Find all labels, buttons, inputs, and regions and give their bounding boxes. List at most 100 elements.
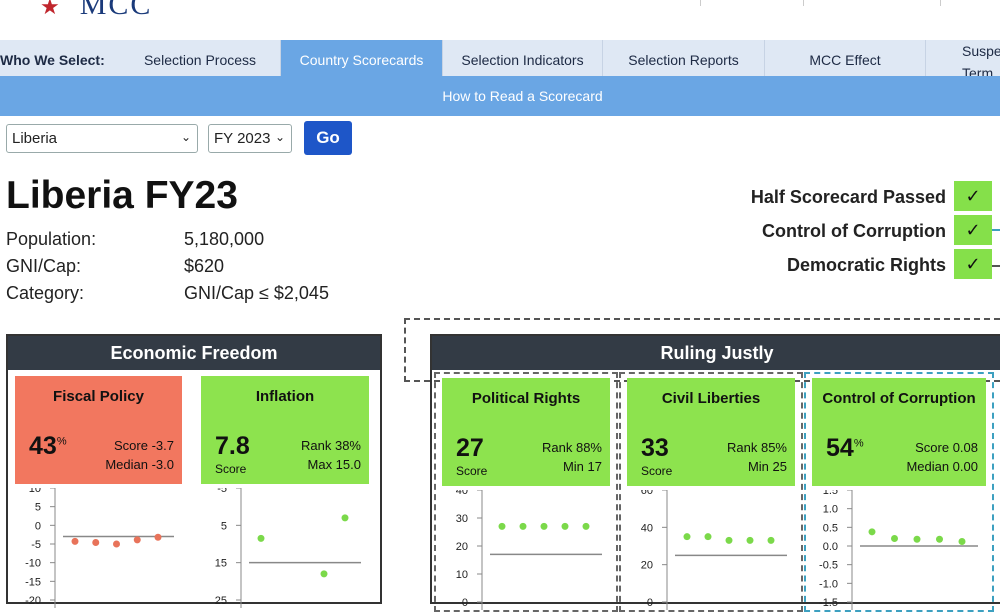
indicator-card[interactable]: Control of Corruption 54% Score 0.08 Median…: [812, 378, 986, 486]
data-point[interactable]: [113, 540, 120, 548]
indicator-stat-2: Min 25: [747, 459, 787, 474]
star-icon: ★: [40, 0, 62, 19]
tick-label: 15: [215, 558, 227, 570]
country-select[interactable]: Liberia ⌄: [6, 124, 198, 153]
go-button[interactable]: Go: [304, 121, 352, 155]
tick-label: 0.5: [823, 522, 838, 534]
indicator-card[interactable]: Fiscal Policy 43% Score -3.7 Median -3.0: [15, 376, 182, 484]
tick-label: -20: [25, 595, 41, 607]
tick-label: 5: [35, 502, 41, 514]
score-label: Score: [215, 462, 247, 476]
header-divider: [700, 0, 701, 6]
country-facts: Population: 5,180,000 GNI/Cap: $620 Catego…: [6, 229, 329, 310]
data-point[interactable]: [133, 536, 141, 544]
tick-label: -5: [31, 539, 41, 551]
header-divider: [803, 0, 804, 6]
tick-label: 0: [35, 520, 41, 532]
tick-label: 0.0: [823, 541, 838, 553]
indicator-name: Political Rights: [471, 390, 581, 407]
data-point[interactable]: [320, 570, 328, 578]
data-point[interactable]: [582, 522, 590, 530]
score-label: Score: [456, 464, 488, 478]
data-point[interactable]: [767, 536, 775, 544]
tick-label: 30: [456, 513, 468, 525]
connector-line: [992, 265, 1000, 267]
how-to-read-link[interactable]: How to Read a Scorecard: [442, 88, 603, 104]
indicator-name: Control of Corruption: [822, 390, 976, 407]
data-point[interactable]: [891, 535, 898, 543]
data-point[interactable]: [936, 535, 943, 543]
indicator-trend-chart: 40 30 20 10 0: [456, 490, 602, 610]
tick-label: 1.0: [823, 504, 838, 516]
tick-label: -1.5: [819, 597, 838, 609]
indicator-trend-chart: 1.5 1.0 0.5 0.0 -0.5 -1.0 -1.5: [819, 490, 978, 610]
data-point[interactable]: [561, 522, 569, 530]
tick-label: 60: [641, 490, 653, 497]
tick-label: 20: [641, 560, 653, 572]
indicator-name: Inflation: [255, 388, 315, 405]
indicator-name: Fiscal Policy: [53, 388, 144, 405]
indicator-civil-liberties[interactable]: Civil Liberties 33 Score Rank 85% Min 25 60 40…: [619, 372, 803, 612]
data-point[interactable]: [154, 533, 162, 541]
tab-country-scorecards[interactable]: Country Scorecards: [281, 40, 443, 76]
check-half-scorecard: Half Scorecard Passed ✓: [692, 180, 992, 214]
checkmark-icon: ✓: [954, 215, 992, 247]
data-point[interactable]: [704, 533, 712, 541]
indicator-value: 27: [456, 434, 484, 462]
indicator-stat-1: Rank 85%: [727, 440, 787, 455]
data-point[interactable]: [868, 528, 876, 536]
tab-selection-indicators[interactable]: Selection Indicators: [443, 40, 603, 76]
tick-label: -15: [25, 576, 41, 588]
data-point[interactable]: [746, 536, 754, 544]
checkmark-icon: ✓: [954, 181, 992, 213]
indicator-stat-2: Median 0.00: [906, 459, 978, 474]
indicator-name: Civil Liberties: [661, 390, 761, 407]
data-point[interactable]: [341, 514, 349, 522]
indicator-political-rights[interactable]: Political Rights 27 Score Rank 88% Min 17 40 3…: [434, 372, 618, 612]
indicator-stat-2: Max 15.0: [307, 457, 361, 472]
indicator-trend-chart: -5 5 15 25: [215, 488, 361, 608]
tab-selection-reports[interactable]: Selection Reports: [603, 40, 765, 76]
check-democratic-rights: Democratic Rights ✓: [692, 248, 992, 282]
indicator-card[interactable]: Inflation 7.8 Score Rank 38% Max 15.0: [201, 376, 369, 484]
indicator-value: 43%: [29, 432, 67, 460]
tab-selection-process[interactable]: Selection Process: [120, 40, 281, 76]
data-point[interactable]: [683, 533, 691, 541]
tick-label: -1.0: [819, 578, 838, 590]
fiscal-year-select[interactable]: FY 2023 ⌄: [208, 124, 292, 153]
tab-suspension-termination[interactable]: Suspe Term: [962, 43, 1000, 81]
tick-label: -0.5: [819, 560, 838, 572]
tick-label: 0: [647, 597, 653, 609]
mcc-logo[interactable]: ★ MCC: [40, 0, 152, 22]
indicator-card[interactable]: Political Rights 27 Score Rank 88% Min 17: [442, 378, 610, 486]
data-point[interactable]: [92, 539, 100, 547]
indicator-stat-2: Min 17: [562, 459, 602, 474]
tab-mcc-effect[interactable]: MCC Effect: [765, 40, 926, 76]
indicator-inflation[interactable]: Inflation 7.8 Score Rank 38% Max 15.0 -5 5 15 25: [195, 372, 379, 612]
data-point[interactable]: [725, 536, 733, 544]
indicator-stat-1: Rank 88%: [542, 440, 602, 455]
data-point[interactable]: [540, 522, 548, 530]
data-point[interactable]: [257, 534, 265, 542]
sub-navigation: How to Read a Scorecard: [0, 76, 1000, 116]
chevron-down-icon: ⌄: [274, 130, 285, 144]
indicator-card[interactable]: Civil Liberties 33 Score Rank 85% Min 25: [627, 378, 795, 486]
data-point[interactable]: [958, 538, 966, 546]
fact-row: Category: GNI/Cap ≤ $2,045: [6, 283, 329, 303]
indicator-control-of-corruption[interactable]: Control of Corruption 54% Score 0.08 Median…: [804, 372, 994, 612]
indicator-fiscal-policy[interactable]: Fiscal Policy 43% Score -3.7 Median -3.0 10 5…: [9, 372, 192, 612]
tick-label: -5: [217, 488, 227, 495]
data-point[interactable]: [498, 522, 506, 530]
data-point[interactable]: [71, 537, 79, 545]
tabs-lead-label: Who We Select:: [0, 52, 105, 68]
tick-label: 0: [462, 597, 468, 609]
data-point[interactable]: [913, 535, 921, 543]
data-point[interactable]: [519, 522, 527, 530]
indicator-value: 33: [641, 434, 669, 462]
category-ruling-justly: Ruling Justly: [430, 334, 1000, 604]
category-economic-freedom: Economic Freedom: [6, 334, 382, 604]
indicator-value: 54%: [826, 434, 864, 462]
connector-line: [992, 229, 1000, 231]
tick-label: 5: [221, 520, 227, 532]
tick-label: 40: [456, 490, 468, 497]
